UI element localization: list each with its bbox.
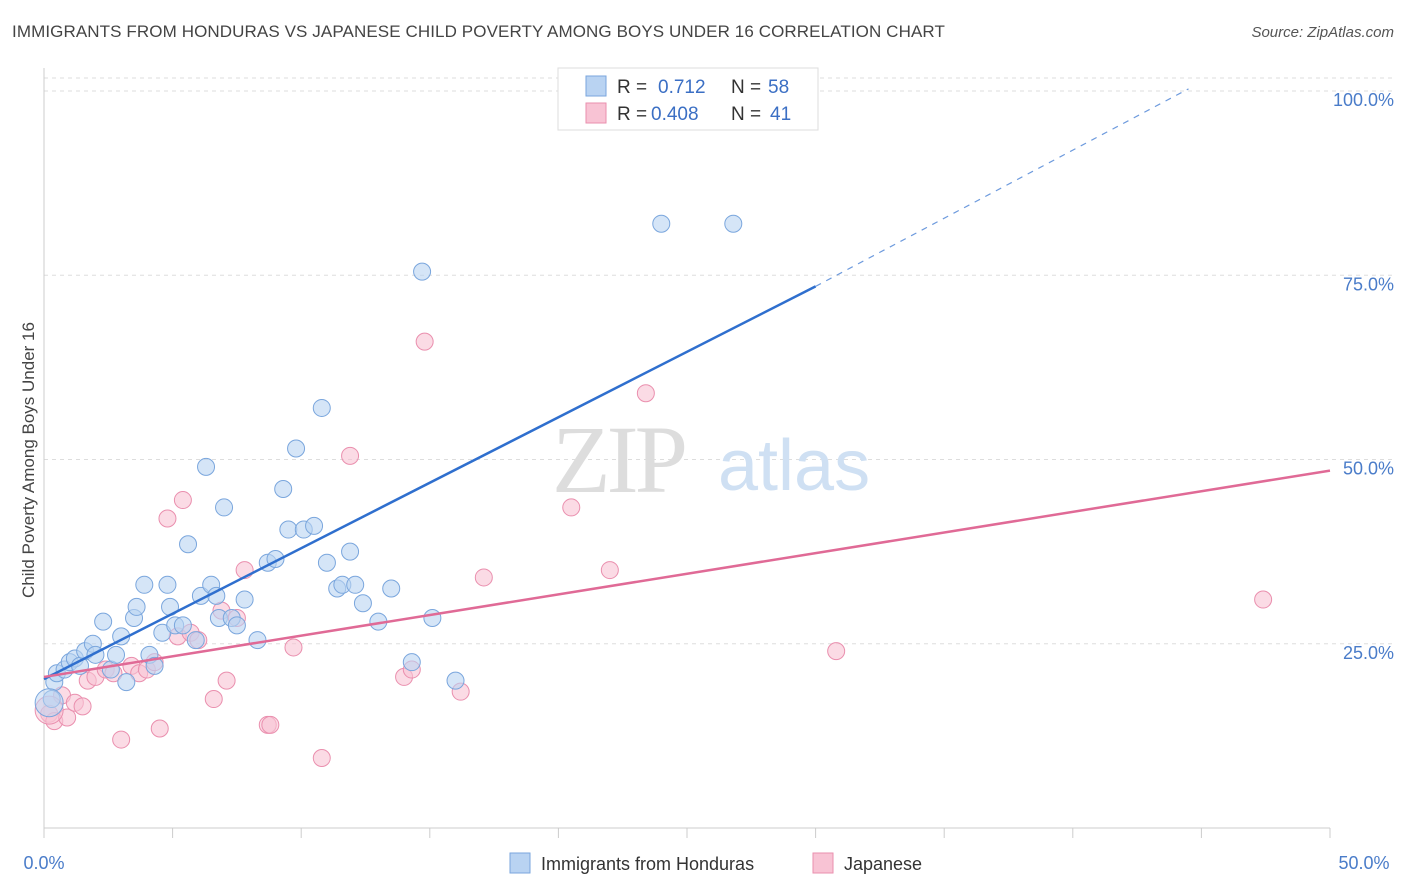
y-tick-label-3: 100.0% (1333, 90, 1394, 110)
japanese-trend-line (43, 469, 1331, 679)
honduras-point-39 (274, 480, 293, 499)
japanese-point-18 (173, 491, 192, 510)
legend-r-label-japanese: R = (617, 104, 647, 125)
y-axis-title: Child Poverty Among Boys Under 16 (19, 322, 38, 598)
series-legend-swatch-japanese (812, 852, 834, 874)
watermark-atlas: atlas (718, 426, 870, 506)
honduras-point-cluster (34, 688, 64, 718)
y-tick-labels: 25.0% 50.0% 75.0% 100.0% (1333, 90, 1394, 663)
japanese-point-30 (341, 446, 360, 465)
legend-swatch-japanese (585, 102, 607, 124)
japanese-points (34, 332, 1273, 767)
honduras-point-50 (353, 594, 372, 613)
legend-r-value-honduras: 0.712 (658, 77, 706, 98)
honduras-point-45 (317, 553, 336, 572)
honduras-point-52 (382, 579, 401, 598)
legend-n-value-honduras: 58 (768, 77, 789, 98)
japanese-point-21 (204, 690, 223, 709)
honduras-point-21 (158, 575, 177, 594)
japanese-point-27 (261, 715, 280, 734)
japanese-point-39 (827, 642, 846, 661)
honduras-point-43 (305, 516, 324, 535)
japanese-point-23 (217, 671, 236, 690)
honduras-point-36 (248, 631, 267, 650)
honduras-point-41 (287, 439, 306, 458)
honduras-point-44 (312, 398, 331, 417)
honduras-point-17 (135, 575, 154, 594)
series-legend-label-japanese: Japanese (844, 854, 922, 874)
honduras-point-16 (127, 597, 146, 616)
honduras-point-25 (179, 535, 198, 554)
honduras-point-49 (346, 575, 365, 594)
japanese-point-35 (474, 568, 493, 587)
series-legend-swatch-honduras (509, 852, 531, 874)
honduras-point-53 (402, 653, 421, 672)
chart-source: Source: ZipAtlas.com (1251, 24, 1394, 41)
stats-legend: R = 0.712 N = 58 R = 0.408 N = 41 (557, 67, 819, 131)
legend-n-label-honduras: N = (731, 77, 761, 98)
gridlines (44, 77, 1394, 645)
japanese-point-16 (158, 509, 177, 528)
legend-swatch-honduras (585, 75, 607, 97)
japanese-point-33 (415, 332, 434, 351)
honduras-point-40 (279, 520, 298, 539)
japanese-point-37 (600, 561, 619, 580)
trend-lines (43, 88, 1331, 681)
honduras-point-10 (94, 612, 113, 631)
honduras-point-48 (341, 542, 360, 561)
legend-r-value-japanese: 0.408 (651, 104, 699, 125)
x-tick-label-min: 0.0% (23, 853, 64, 873)
watermark-zip: ZIP (552, 406, 685, 513)
y-tick-label-2: 75.0% (1343, 274, 1394, 294)
honduras-point-26 (186, 631, 205, 650)
series-legend-label-honduras: Immigrants from Honduras (541, 854, 754, 874)
japanese-point-40 (1254, 590, 1273, 609)
honduras-point-56 (446, 671, 465, 690)
honduras-point-32 (215, 498, 234, 517)
chart-title: IMMIGRANTS FROM HONDURAS VS JAPANESE CHI… (12, 22, 945, 41)
japanese-point-36 (562, 498, 581, 517)
legend-r-label-honduras: R = (617, 77, 647, 98)
honduras-point-34 (227, 616, 246, 635)
honduras-point-30 (207, 586, 226, 605)
honduras-point-57 (652, 214, 671, 233)
y-tick-label-1: 50.0% (1343, 459, 1394, 479)
legend-n-value-japanese: 41 (770, 104, 791, 125)
honduras-point-24 (173, 616, 192, 635)
honduras-trend-line (43, 285, 817, 681)
japanese-point-28 (284, 638, 303, 657)
honduras-point-14 (117, 673, 136, 692)
x-tick-label-max: 50.0% (1338, 853, 1389, 873)
series-legend: Immigrants from Honduras Japanese (509, 852, 922, 874)
japanese-point-5 (73, 697, 92, 716)
honduras-point-58 (724, 214, 743, 233)
x-axis-ticks (43, 828, 1331, 838)
japanese-point-38 (636, 384, 655, 403)
honduras-point-12 (107, 645, 126, 664)
legend-n-label-japanese: N = (731, 104, 761, 125)
honduras-point-28 (197, 457, 216, 476)
honduras-point-54 (413, 262, 432, 281)
honduras-trend-extension (815, 88, 1189, 287)
honduras-point-19 (145, 656, 164, 675)
honduras-point-55 (423, 608, 442, 627)
japanese-point-10 (112, 730, 131, 749)
y-tick-label-0: 25.0% (1343, 643, 1394, 663)
japanese-point-15 (150, 719, 169, 738)
japanese-point-29 (312, 748, 331, 767)
honduras-point-35 (235, 590, 254, 609)
